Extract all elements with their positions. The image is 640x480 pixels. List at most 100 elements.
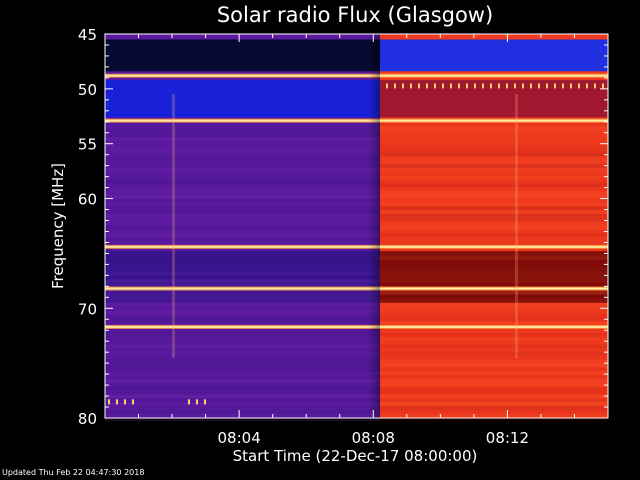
bright-band-core (105, 74, 608, 77)
texture-line (379, 125, 608, 130)
texture-line (379, 129, 608, 134)
texture-line (105, 302, 380, 307)
x-axis: 08:04 08:08 08:12 (138, 34, 575, 447)
texture-line (379, 152, 608, 157)
texture-line (105, 390, 380, 395)
texture-line (379, 329, 608, 333)
rfi-dot (196, 399, 198, 405)
texture-line (105, 283, 380, 287)
texture-line (105, 198, 380, 203)
texture-line (105, 267, 380, 272)
texture-line (379, 332, 608, 337)
post-dark-band (379, 251, 608, 303)
texture-line (105, 294, 380, 299)
texture-line (379, 171, 608, 176)
texture-line (379, 409, 608, 414)
texture-line (105, 414, 380, 418)
texture-line (105, 121, 380, 126)
rfi-tick (505, 83, 508, 89)
texture-line (379, 417, 608, 422)
texture-line (380, 341, 608, 345)
pre-dark-stripe (105, 251, 380, 303)
texture-line (105, 125, 380, 130)
texture-line (105, 206, 380, 211)
texture-line (379, 190, 608, 195)
texture-line (379, 356, 608, 360)
texture-line (379, 202, 608, 207)
plot-area (105, 34, 608, 422)
vertical-streak (515, 94, 518, 358)
chart-title: Solar radio Flux (Glasgow) (217, 3, 493, 27)
rfi-tick (545, 83, 548, 89)
texture-line (105, 137, 380, 141)
texture-line (105, 363, 380, 368)
y-tick-label: 80 (78, 410, 97, 428)
texture-line (379, 375, 608, 380)
texture-line (105, 321, 380, 326)
texture-line (105, 306, 380, 310)
texture-line (379, 336, 608, 341)
texture-line (105, 241, 380, 245)
texture-line (379, 290, 608, 295)
texture-line (105, 375, 380, 380)
texture-line (105, 417, 380, 422)
rfi-tick (385, 83, 388, 89)
rfi-dot (132, 399, 134, 405)
rfi-tick (537, 83, 540, 89)
texture-line (105, 279, 380, 284)
texture-line (379, 398, 608, 403)
texture-line (105, 152, 380, 157)
texture-line (379, 164, 608, 168)
rfi-tick (473, 83, 476, 89)
updated-timestamp: Updated Thu Feb 22 04:47:30 2018 (2, 468, 145, 477)
texture-line (105, 194, 380, 199)
texture-line (105, 394, 380, 399)
rfi-tick (497, 83, 500, 89)
bright-band-core (105, 287, 608, 290)
texture-line (105, 398, 380, 403)
texture-line (380, 199, 608, 203)
texture-line (105, 317, 380, 322)
texture-line (105, 252, 380, 257)
texture-line (379, 213, 608, 218)
texture-line (105, 176, 380, 180)
texture-line (379, 183, 608, 188)
texture-line (105, 340, 380, 345)
texture-line (379, 179, 608, 184)
texture-line (105, 179, 380, 184)
y-axis: 45 50 55 60 70 80 (78, 26, 608, 428)
y-tick-label: 55 (78, 136, 97, 154)
texture-line (105, 405, 380, 410)
texture-line (379, 313, 608, 318)
texture-line (105, 371, 380, 375)
texture-line (379, 256, 608, 261)
texture-line (379, 359, 608, 364)
rfi-dot (108, 399, 110, 405)
rfi-dot (124, 399, 126, 405)
texture-line (105, 248, 380, 253)
texture-line (105, 356, 380, 360)
texture-line (379, 309, 608, 314)
texture-line (379, 394, 608, 399)
texture-line (379, 279, 608, 284)
texture-line (105, 187, 380, 191)
x-tick-label: 08:08 (352, 429, 395, 447)
texture-line (105, 160, 380, 165)
texture-line (105, 260, 380, 264)
texture-line (105, 379, 380, 383)
x-tick-label: 08:04 (218, 429, 261, 447)
rfi-tick (529, 83, 532, 89)
rfi-dot (188, 399, 190, 405)
texture-line (379, 367, 608, 372)
texture-line (105, 352, 380, 356)
texture-line (105, 344, 380, 349)
texture-line (380, 229, 608, 233)
texture-line (105, 167, 380, 172)
texture-line (105, 386, 380, 391)
texture-line (105, 172, 380, 176)
texture-line (379, 402, 608, 406)
texture-line (380, 237, 608, 241)
texture-line (379, 240, 608, 245)
texture-line (380, 133, 608, 137)
x-tick-label: 08:12 (486, 429, 529, 447)
